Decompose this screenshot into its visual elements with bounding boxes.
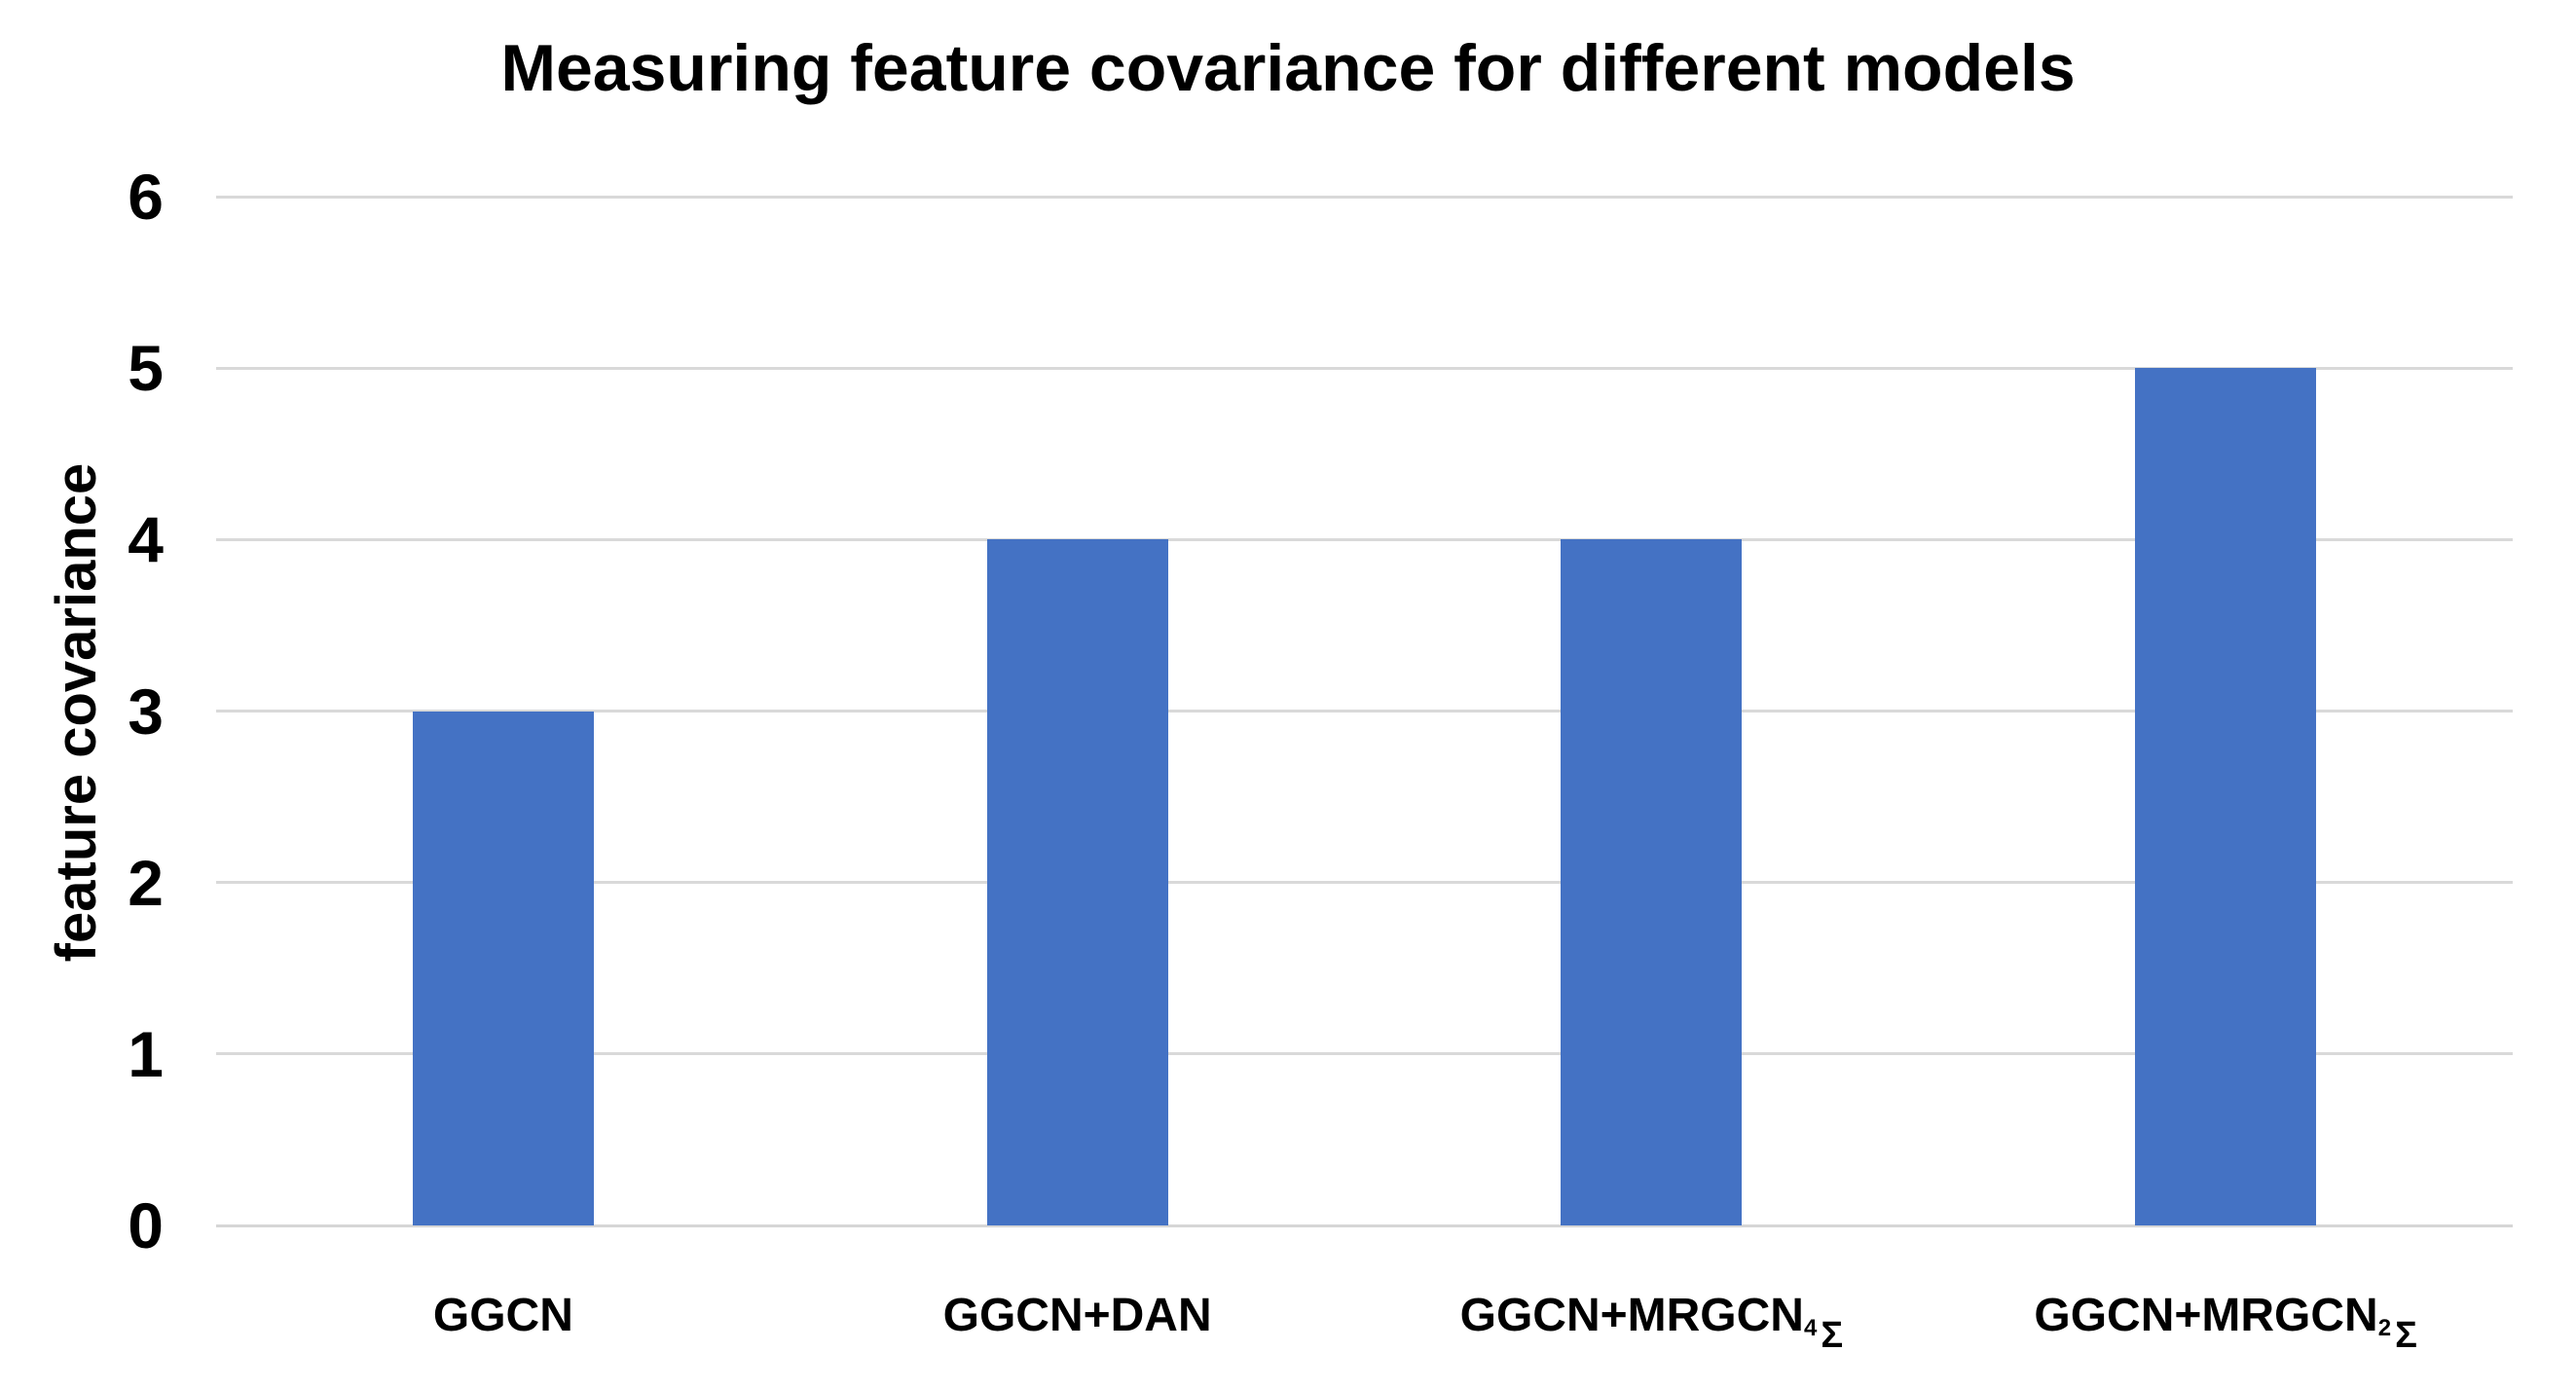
y-tick-label-3: 3 xyxy=(128,675,164,748)
gridline-y-2 xyxy=(216,881,2513,885)
x-category-label-base: GGCN+MRGCN xyxy=(2034,1290,2378,1341)
bar-GGCN+MRGCN-4Σ xyxy=(1561,539,1743,1225)
y-tick-label-6: 6 xyxy=(128,161,164,233)
subscript-sigma: Σ xyxy=(1821,1315,1844,1356)
x-category-label: GGCN+MRGCN2 Σ xyxy=(2034,1290,2417,1356)
y-tick-label-0: 0 xyxy=(128,1189,164,1261)
x-category-label-base: GGCN+MRGCN xyxy=(1459,1290,1804,1341)
gridline-y-3 xyxy=(216,710,2513,712)
x-category-label-base: GGCN+DAN xyxy=(942,1290,1212,1341)
x-axis-line xyxy=(216,1224,2513,1227)
subscript-sigma: Σ xyxy=(2395,1315,2417,1356)
bar-GGCN+DAN xyxy=(986,539,1168,1225)
subscript-digit: 2 xyxy=(2377,1315,2392,1341)
x-category-label: GGCN+MRGCN4 Σ xyxy=(1459,1290,1844,1356)
x-category-label: GGCN+DAN xyxy=(943,1293,1212,1339)
gridline-y-1 xyxy=(216,1052,2513,1056)
gridline-y-4 xyxy=(216,537,2513,541)
gridline-y-5 xyxy=(216,366,2513,370)
gridline-y-6 xyxy=(216,195,2513,199)
chart-title: Measuring feature covariance for differe… xyxy=(500,31,2076,105)
bar-GGCN+MRGCN-2Σ xyxy=(2135,368,2317,1225)
y-tick-label-5: 5 xyxy=(128,332,164,405)
y-tick-label-2: 2 xyxy=(128,846,164,919)
subscript-digit: 4 xyxy=(1803,1315,1818,1341)
x-category-label-base: GGCN xyxy=(432,1290,573,1341)
y-tick-label-4: 4 xyxy=(128,503,164,576)
y-tick-label-1: 1 xyxy=(128,1017,164,1090)
x-category-label: GGCN xyxy=(433,1293,573,1339)
bar-GGCN xyxy=(412,711,594,1225)
